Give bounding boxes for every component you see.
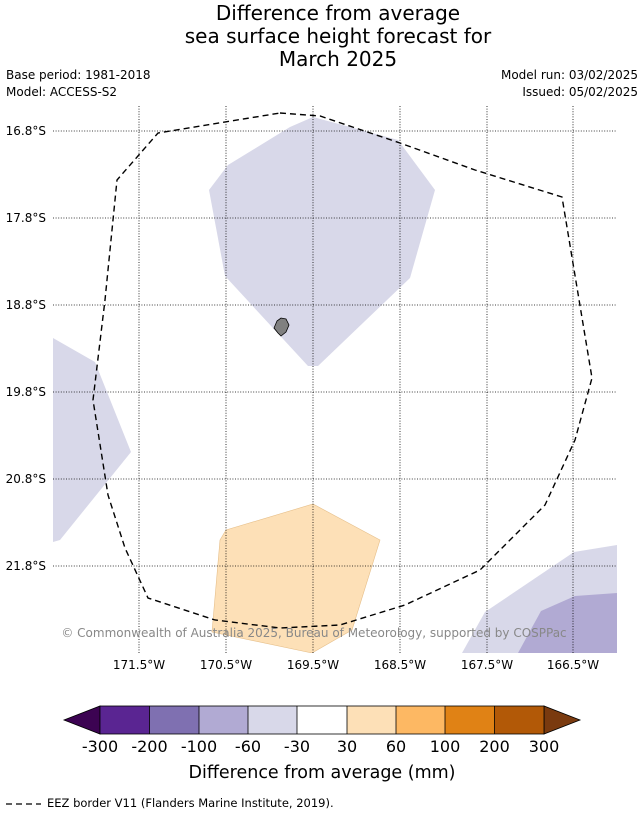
lon-label-6: 166.5°W (547, 658, 599, 672)
island-niue (273, 317, 290, 337)
issued-date: Issued: 05/02/2025 (522, 85, 638, 99)
eez-border (92, 112, 593, 629)
colorbar-tick-3: -100 (181, 737, 217, 756)
anomaly-region-south-central (211, 503, 381, 653)
colorbar: -300 -200 -100 -60 -30 30 60 100 200 300… (62, 705, 582, 783)
map-area: © Commonwealth of Australia 2025, Bureau… (53, 106, 617, 653)
eez-legend-text: EEZ border V11 (Flanders Marine Institut… (47, 796, 334, 810)
model-run: Model run: 03/02/2025 (500, 68, 638, 82)
lat-label-1: 16.8°S (6, 124, 46, 138)
lon-label-2: 170.5°W (200, 658, 252, 672)
colorbar-tick-1: -300 (82, 737, 118, 756)
colorbar-tick-10: 300 (529, 737, 560, 756)
lon-label-1: 171.5°W (113, 658, 165, 672)
lat-label-5: 20.8°S (6, 472, 46, 486)
title-line-2: sea surface height forecast for (184, 24, 492, 48)
base-period: Base period: 1981-2018 (6, 68, 151, 82)
title-line-3: March 2025 (278, 47, 398, 71)
colorbar-title: Difference from average (mm) (188, 763, 455, 783)
anomaly-region-southeast-inner (518, 593, 617, 653)
lon-label-5: 167.5°W (461, 658, 513, 672)
title-line-1: Difference from average (215, 1, 461, 25)
colorbar-tick-5: -30 (284, 737, 310, 756)
lat-label-3: 18.8°S (6, 298, 46, 312)
anomaly-region-north-central (209, 117, 435, 366)
colorbar-segment-5 (297, 706, 347, 734)
colorbar-segment-3 (199, 706, 248, 734)
colorbar-segment-6 (347, 706, 396, 734)
colorbar-segment-1 (100, 706, 150, 734)
colorbar-tick-9: 200 (479, 737, 510, 756)
copyright-text: © Commonwealth of Australia 2025, Bureau… (61, 626, 566, 640)
colorbar-segment-8 (445, 706, 495, 734)
colorbar-outline (99, 705, 545, 735)
anomaly-region-west-edge (53, 338, 131, 542)
colorbar-tick-7: 60 (386, 737, 406, 756)
colorbar-tick-2: -200 (131, 737, 167, 756)
colorbar-segment-2 (149, 706, 199, 734)
meta-right: Model run: 03/02/2025 Issued: 05/02/2025 (501, 67, 638, 101)
lat-label-6: 21.8°S (6, 559, 46, 573)
colorbar-segment-4 (248, 706, 297, 734)
colorbar-tick-6: 30 (337, 737, 357, 756)
colorbar-segment-9 (494, 706, 544, 734)
colorbar-segment-7 (396, 706, 445, 734)
graticule-lat (53, 130, 617, 567)
lat-label-4: 19.8°S (6, 385, 46, 399)
colorbar-under-triangle (62, 705, 101, 735)
lon-label-3: 169.5°W (287, 658, 339, 672)
lon-label-4: 168.5°W (374, 658, 426, 672)
meta-left: Base period: 1981-2018 Model: ACCESS-S2 (6, 67, 151, 101)
colorbar-tick-4: -60 (235, 737, 261, 756)
colorbar-over-triangle (543, 705, 582, 735)
graticule-lon (138, 106, 574, 653)
model-name: Model: ACCESS-S2 (6, 85, 118, 99)
chart-title: Difference from average sea surface heig… (0, 2, 644, 71)
colorbar-tick-8: 100 (430, 737, 461, 756)
lat-label-2: 17.8°S (6, 211, 46, 225)
